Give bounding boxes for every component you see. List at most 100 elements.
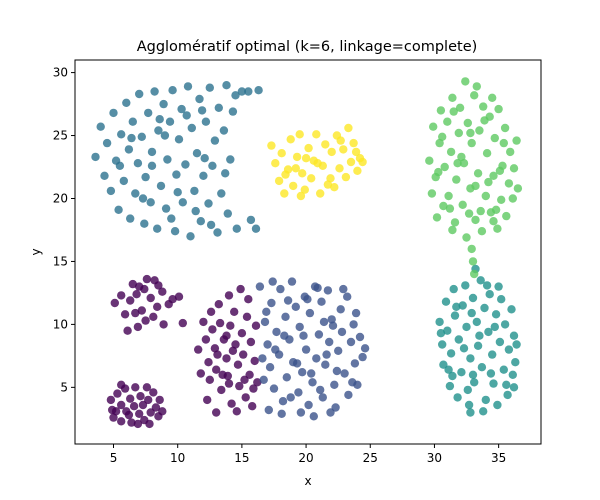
data-point-cluster-1: [150, 276, 159, 285]
data-point-cluster-1: [135, 409, 144, 418]
data-point-cluster-3: [208, 161, 217, 170]
data-point-cluster-1: [246, 337, 256, 347]
data-point-cluster-5: [508, 194, 517, 203]
data-point-cluster-3: [199, 171, 208, 180]
data-point-cluster-1: [133, 419, 143, 429]
data-point-cluster-3: [165, 117, 175, 126]
data-point-cluster-3: [168, 86, 177, 95]
data-point-cluster-1: [248, 402, 257, 411]
data-point-cluster-5: [484, 177, 493, 187]
data-point-cluster-2: [299, 331, 308, 340]
data-point-cluster-5: [488, 93, 497, 103]
data-point-cluster-4: [507, 305, 516, 314]
data-point-cluster-1: [142, 274, 152, 284]
data-point-cluster-6: [313, 159, 322, 168]
data-points: [91, 77, 523, 429]
x-tick-label: 20: [298, 451, 313, 465]
data-point-cluster-5: [466, 128, 475, 138]
data-point-cluster-5: [432, 213, 442, 222]
data-point-cluster-4: [448, 371, 457, 381]
data-point-cluster-2: [319, 317, 329, 327]
data-point-cluster-4: [450, 311, 460, 320]
data-point-cluster-1: [106, 395, 116, 405]
data-point-cluster-6: [304, 143, 313, 153]
data-point-cluster-5: [493, 224, 502, 233]
data-point-cluster-1: [120, 310, 130, 319]
data-point-cluster-1: [126, 296, 135, 305]
data-point-cluster-5: [475, 126, 484, 135]
data-point-cluster-3: [204, 199, 213, 208]
data-point-cluster-3: [186, 232, 195, 241]
y-tick-label: 25: [53, 129, 68, 143]
data-point-cluster-3: [124, 145, 134, 154]
data-point-cluster-5: [445, 204, 455, 213]
data-point-cluster-2: [328, 321, 338, 330]
data-point-cluster-3: [167, 214, 176, 223]
data-point-cluster-3: [150, 87, 159, 96]
data-point-cluster-2: [281, 312, 290, 321]
data-point-cluster-4: [436, 329, 446, 338]
data-point-cluster-6: [301, 154, 311, 163]
data-point-cluster-3: [174, 135, 184, 144]
data-point-cluster-6: [277, 149, 286, 158]
data-point-cluster-5: [499, 138, 508, 148]
data-point-cluster-2: [330, 380, 339, 389]
data-point-cluster-4: [486, 369, 496, 378]
data-point-cluster-1: [224, 291, 234, 300]
data-point-cluster-2: [282, 373, 291, 382]
data-point-cluster-3: [228, 107, 238, 116]
data-point-cluster-2: [308, 378, 317, 387]
data-point-cluster-5: [455, 103, 465, 113]
data-point-cluster-4: [453, 393, 462, 402]
data-point-cluster-6: [358, 157, 367, 167]
data-point-cluster-4: [497, 295, 506, 304]
data-point-cluster-1: [117, 380, 126, 389]
data-point-cluster-1: [131, 383, 140, 392]
data-point-cluster-5: [471, 215, 480, 225]
data-point-cluster-1: [233, 360, 243, 369]
data-point-cluster-5: [449, 107, 458, 116]
data-point-cluster-3: [155, 115, 164, 124]
data-point-cluster-2: [344, 390, 353, 400]
data-point-cluster-6: [351, 147, 361, 157]
data-point-cluster-1: [149, 312, 158, 321]
data-point-cluster-1: [151, 403, 161, 412]
data-point-cluster-4: [482, 281, 492, 290]
data-point-cluster-1: [241, 393, 250, 402]
data-point-cluster-2: [326, 408, 335, 417]
data-point-cluster-2: [269, 384, 279, 393]
data-point-cluster-5: [471, 181, 480, 191]
data-point-cluster-2: [258, 354, 267, 363]
data-point-cluster-4: [499, 365, 508, 374]
data-point-cluster-1: [155, 395, 164, 405]
data-point-cluster-1: [214, 300, 223, 309]
y-tick-label: 30: [53, 66, 68, 80]
data-point-cluster-5: [470, 269, 479, 279]
data-point-cluster-5: [436, 106, 446, 115]
data-point-cluster-5: [477, 227, 487, 236]
data-point-cluster-3: [254, 86, 263, 95]
data-point-cluster-3: [195, 94, 204, 104]
data-point-cluster-2: [337, 327, 347, 337]
data-point-cluster-5: [504, 179, 514, 188]
data-point-cluster-1: [144, 395, 153, 405]
data-point-cluster-3: [221, 169, 230, 178]
data-point-cluster-2: [348, 378, 357, 387]
y-axis-ticks: 5 10 15 20 25 30: [53, 66, 75, 394]
data-point-cluster-4: [509, 331, 519, 340]
data-point-cluster-5: [452, 175, 461, 184]
data-point-cluster-1: [109, 413, 118, 422]
data-point-cluster-4: [466, 354, 475, 363]
data-point-cluster-1: [210, 344, 220, 353]
data-point-cluster-4: [458, 301, 467, 310]
data-point-cluster-5: [489, 217, 498, 226]
data-point-cluster-2: [272, 327, 281, 337]
data-point-cluster-4: [508, 370, 517, 379]
x-tick-label: 35: [491, 451, 506, 465]
data-point-cluster-2: [267, 298, 276, 308]
data-point-cluster-2: [268, 277, 277, 286]
data-point-cluster-3: [146, 198, 155, 207]
data-point-cluster-5: [491, 205, 501, 214]
data-point-cluster-3: [122, 98, 131, 108]
